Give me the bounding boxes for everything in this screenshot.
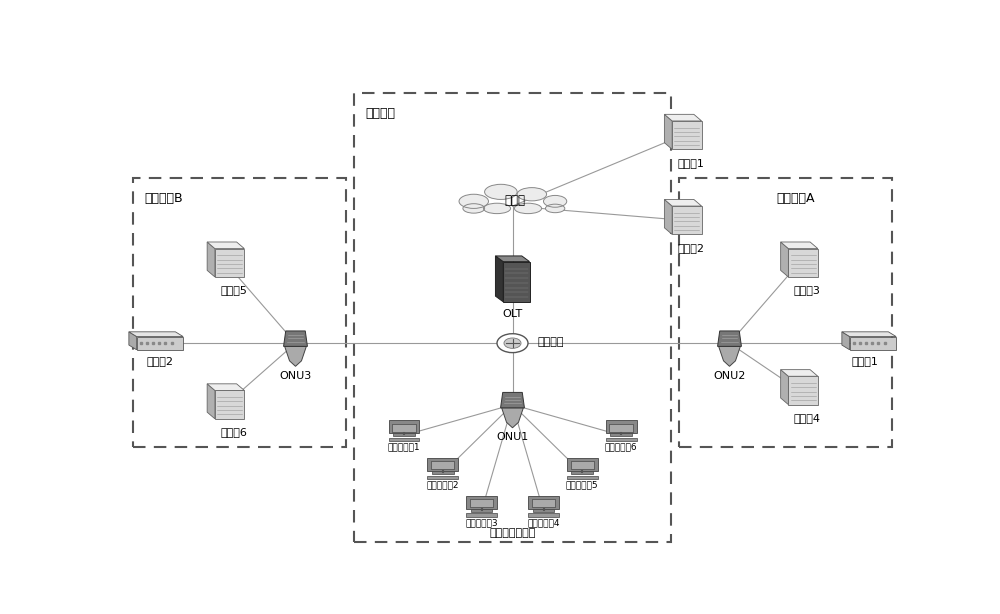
Text: 网管客户端2: 网管客户端2	[426, 480, 459, 489]
FancyBboxPatch shape	[427, 475, 458, 479]
Text: OLT: OLT	[502, 309, 523, 319]
Text: 网管客户端5: 网管客户端5	[566, 480, 599, 489]
FancyBboxPatch shape	[571, 462, 594, 469]
Polygon shape	[285, 346, 306, 367]
Polygon shape	[495, 256, 530, 262]
FancyBboxPatch shape	[471, 509, 492, 512]
FancyBboxPatch shape	[215, 249, 244, 277]
Text: 服务器4: 服务器4	[794, 413, 820, 423]
Polygon shape	[129, 332, 183, 336]
Ellipse shape	[483, 203, 511, 214]
Text: 服务器1: 服务器1	[677, 158, 704, 168]
FancyBboxPatch shape	[470, 499, 493, 507]
Ellipse shape	[485, 184, 517, 200]
Polygon shape	[502, 408, 523, 428]
Polygon shape	[781, 242, 788, 277]
FancyBboxPatch shape	[533, 509, 554, 512]
Bar	[354, 93, 671, 542]
Polygon shape	[664, 114, 702, 121]
Text: ONU2: ONU2	[713, 371, 746, 381]
Text: ONU3: ONU3	[279, 371, 312, 381]
Ellipse shape	[545, 204, 565, 212]
Polygon shape	[664, 114, 672, 149]
FancyBboxPatch shape	[571, 472, 593, 474]
Text: 服务器5: 服务器5	[220, 286, 247, 295]
Polygon shape	[207, 242, 244, 249]
FancyBboxPatch shape	[503, 262, 530, 302]
FancyBboxPatch shape	[532, 499, 555, 507]
Polygon shape	[664, 200, 702, 206]
FancyBboxPatch shape	[466, 513, 497, 516]
Text: 服务器6: 服务器6	[220, 427, 247, 437]
FancyBboxPatch shape	[567, 458, 598, 472]
Text: 服务器3: 服务器3	[794, 286, 820, 295]
FancyBboxPatch shape	[388, 438, 419, 441]
FancyBboxPatch shape	[388, 420, 419, 433]
FancyBboxPatch shape	[215, 391, 244, 419]
Text: ONU1: ONU1	[496, 432, 529, 442]
Text: 交换机网管电脑: 交换机网管电脑	[489, 528, 536, 538]
FancyBboxPatch shape	[567, 475, 598, 479]
FancyBboxPatch shape	[788, 376, 818, 405]
Text: 外围机房B: 外围机房B	[144, 192, 183, 205]
Polygon shape	[495, 256, 503, 302]
Text: 外围机房A: 外围机房A	[776, 192, 814, 205]
FancyBboxPatch shape	[609, 424, 633, 432]
Polygon shape	[207, 384, 215, 419]
Polygon shape	[719, 346, 740, 367]
Polygon shape	[207, 242, 215, 277]
FancyBboxPatch shape	[427, 458, 458, 472]
FancyBboxPatch shape	[610, 433, 632, 437]
FancyBboxPatch shape	[392, 424, 416, 432]
FancyBboxPatch shape	[788, 249, 818, 277]
Polygon shape	[207, 384, 244, 391]
Text: 网管网: 网管网	[504, 194, 525, 207]
Polygon shape	[129, 332, 137, 350]
Polygon shape	[501, 392, 524, 408]
Polygon shape	[842, 332, 896, 336]
FancyBboxPatch shape	[137, 336, 183, 350]
Text: 网管客户端6: 网管客户端6	[605, 443, 637, 451]
Polygon shape	[284, 331, 307, 346]
Ellipse shape	[463, 204, 485, 213]
FancyBboxPatch shape	[432, 472, 454, 474]
Circle shape	[497, 333, 528, 352]
Text: 交换机2: 交换机2	[146, 356, 173, 367]
Text: 核心机房: 核心机房	[365, 107, 395, 120]
FancyBboxPatch shape	[393, 433, 415, 437]
Ellipse shape	[459, 194, 488, 208]
Text: 服务器2: 服务器2	[677, 243, 704, 253]
Text: 光分路器: 光分路器	[537, 337, 564, 348]
FancyBboxPatch shape	[528, 496, 559, 509]
FancyBboxPatch shape	[672, 206, 702, 235]
Ellipse shape	[517, 188, 547, 201]
Text: 网管客户端4: 网管客户端4	[527, 518, 560, 527]
Polygon shape	[781, 370, 788, 405]
Bar	[679, 177, 892, 447]
Ellipse shape	[514, 203, 542, 214]
Circle shape	[504, 338, 521, 348]
Bar	[133, 177, 346, 447]
Polygon shape	[781, 242, 818, 249]
Polygon shape	[664, 200, 672, 235]
Text: 交换机1: 交换机1	[852, 356, 879, 367]
FancyBboxPatch shape	[606, 438, 637, 441]
Text: 网管客户端1: 网管客户端1	[388, 443, 420, 451]
FancyBboxPatch shape	[850, 336, 896, 350]
FancyBboxPatch shape	[672, 121, 702, 149]
Polygon shape	[781, 370, 818, 376]
FancyBboxPatch shape	[466, 496, 497, 509]
FancyBboxPatch shape	[528, 513, 559, 516]
FancyBboxPatch shape	[431, 462, 454, 469]
Text: 网管客户端3: 网管客户端3	[465, 518, 498, 527]
Polygon shape	[718, 331, 741, 346]
Ellipse shape	[544, 195, 567, 208]
Polygon shape	[842, 332, 850, 350]
FancyBboxPatch shape	[606, 420, 637, 433]
